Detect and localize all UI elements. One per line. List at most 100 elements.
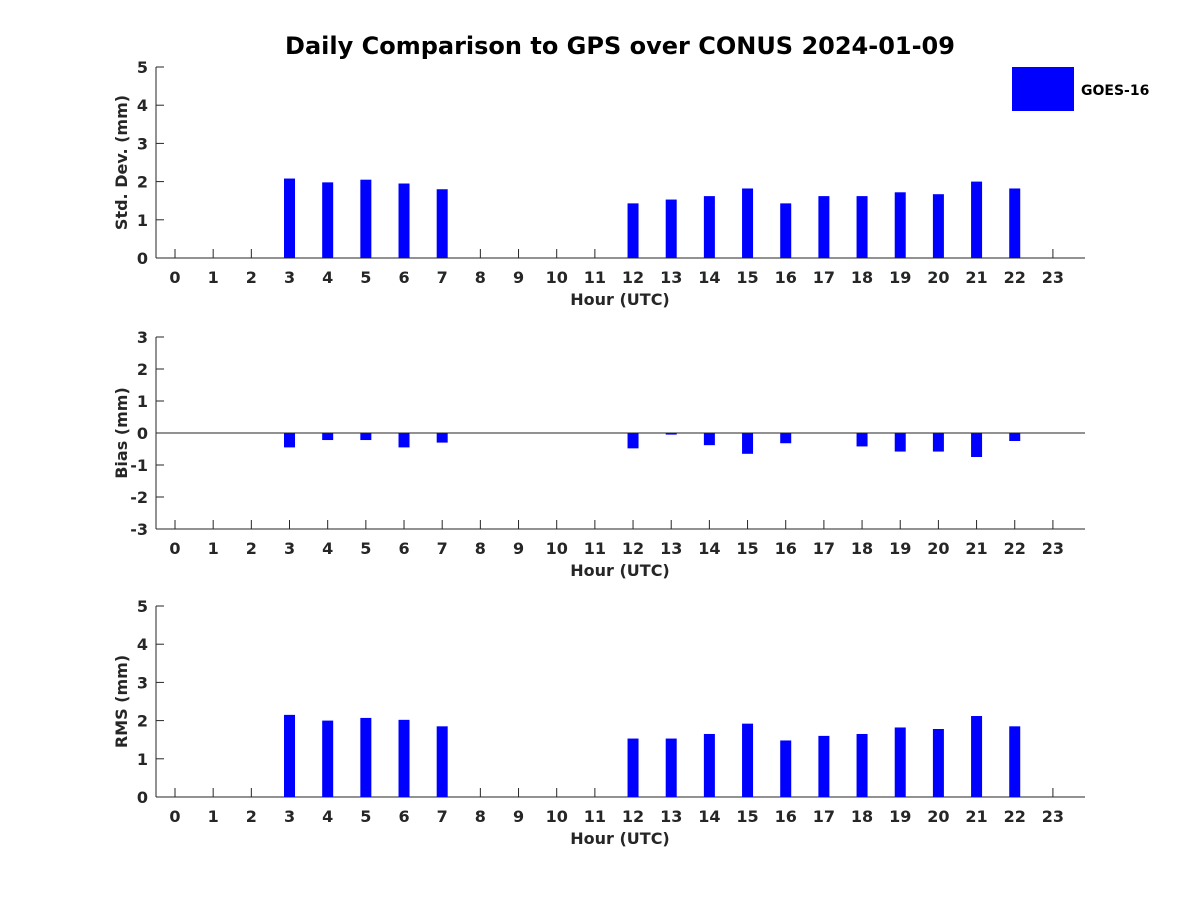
bar-hour-15 [742,188,754,258]
bar-hour-21 [971,181,983,258]
x-tick-label: 21 [965,539,987,558]
bar-hour-7 [436,726,448,797]
x-tick-label: 5 [360,539,371,558]
y-axis-label: RMS (mm) [112,655,131,748]
x-tick-label: 8 [475,807,486,826]
y-tick-label: 1 [137,750,148,769]
x-tick-label: 7 [437,268,448,287]
x-tick-label: 17 [813,539,835,558]
bar-hour-18 [856,196,868,258]
bar-hour-14 [703,196,715,258]
x-tick-label: 12 [622,807,644,826]
x-tick-label: 20 [927,539,949,558]
bar-hour-19 [894,433,906,452]
y-tick-label: -1 [130,456,148,475]
x-tick-label: 3 [284,807,295,826]
y-axis-label: Std. Dev. (mm) [112,95,131,230]
y-tick-label: 0 [137,788,148,807]
x-tick-label: 4 [322,539,333,558]
x-tick-label: 1 [208,268,219,287]
x-tick-label: 16 [775,539,797,558]
x-tick-label: 19 [889,807,911,826]
x-tick-label: 9 [513,807,524,826]
y-tick-label: 2 [137,360,148,379]
x-tick-label: 15 [736,539,758,558]
x-tick-label: 14 [698,807,720,826]
y-tick-label: 1 [137,392,148,411]
bar-hour-16 [780,433,792,444]
x-tick-label: 23 [1042,539,1064,558]
x-tick-label: 5 [360,807,371,826]
legend-label: GOES-16 [1081,83,1149,99]
bar-hour-3 [284,178,296,258]
x-tick-label: 18 [851,807,873,826]
bar-hour-3 [284,433,296,448]
x-tick-label: 9 [513,539,524,558]
x-tick-label: 21 [965,807,987,826]
bar-hour-7 [436,189,448,258]
x-tick-label: 17 [813,807,835,826]
legend: GOES-16 [1012,67,1149,111]
x-tick-label: 18 [851,268,873,287]
x-tick-label: 21 [965,268,987,287]
y-tick-label: 4 [137,96,148,115]
x-tick-label: 12 [622,268,644,287]
bar-hour-13 [665,738,677,797]
bar-hour-15 [742,433,754,454]
x-tick-label: 13 [660,268,682,287]
bar-hour-22 [1009,188,1021,258]
x-tick-label: 11 [584,539,606,558]
x-tick-label: 9 [513,268,524,287]
bar-hour-18 [856,433,868,447]
x-tick-label: 18 [851,539,873,558]
y-tick-label: 2 [137,173,148,192]
x-tick-label: 22 [1004,539,1026,558]
chart-title: Daily Comparison to GPS over CONUS 2024-… [285,32,955,60]
x-tick-label: 7 [437,539,448,558]
x-tick-label: 2 [246,539,257,558]
x-tick-label: 2 [246,268,257,287]
bar-hour-22 [1009,726,1021,797]
x-axis-label: Hour (UTC) [570,829,670,848]
x-tick-label: 19 [889,539,911,558]
bar-hour-17 [818,735,830,797]
bar-hour-21 [971,433,983,457]
bar-hour-21 [971,716,983,797]
x-tick-label: 23 [1042,807,1064,826]
bar-hour-22 [1009,433,1021,441]
bar-hour-20 [932,729,944,797]
bar-hour-3 [284,714,296,797]
y-tick-label: 2 [137,712,148,731]
x-tick-label: 12 [622,539,644,558]
x-tick-label: 6 [398,807,409,826]
x-tick-label: 10 [546,807,568,826]
bar-hour-19 [894,727,906,797]
bar-hour-20 [932,433,944,452]
x-tick-label: 15 [736,268,758,287]
y-tick-label: 4 [137,635,148,654]
x-tick-label: 10 [546,268,568,287]
x-axis-label: Hour (UTC) [570,561,670,580]
y-tick-label: 0 [137,424,148,443]
y-tick-label: 3 [137,673,148,692]
x-tick-label: 0 [169,268,180,287]
x-tick-label: 4 [322,807,333,826]
x-axis-label: Hour (UTC) [570,290,670,309]
y-axis-label: Bias (mm) [112,387,131,479]
bar-hour-12 [627,203,639,258]
y-tick-label: 1 [137,211,148,230]
x-tick-label: 14 [698,539,720,558]
x-tick-label: 19 [889,268,911,287]
bar-hour-14 [703,733,715,797]
bar-hour-19 [894,192,906,258]
x-tick-label: 20 [927,268,949,287]
x-tick-label: 6 [398,539,409,558]
x-tick-label: 7 [437,807,448,826]
y-tick-label: -2 [130,488,148,507]
y-tick-label: 3 [137,328,148,347]
